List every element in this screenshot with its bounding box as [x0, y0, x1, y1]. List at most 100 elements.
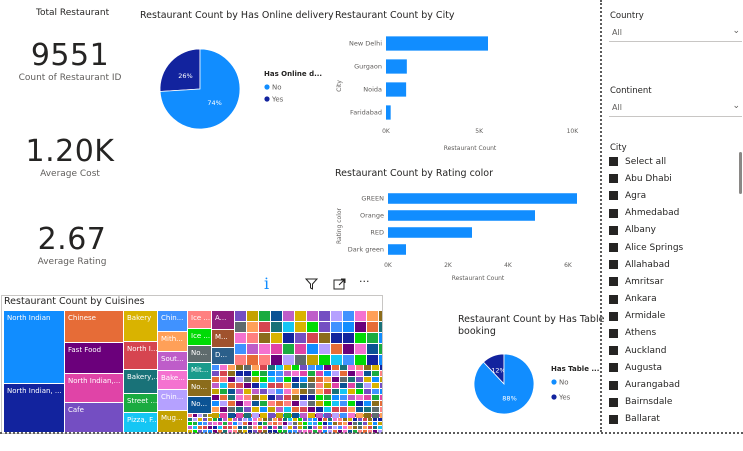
treemap-cell[interactable] — [300, 383, 307, 388]
bar[interactable] — [388, 193, 577, 204]
treemap-cell[interactable] — [198, 422, 202, 425]
treemap-cell[interactable] — [372, 407, 379, 412]
treemap-cell[interactable] — [228, 418, 232, 421]
treemap-cell[interactable] — [235, 322, 246, 332]
treemap-cell[interactable] — [372, 365, 379, 370]
filter-icon[interactable] — [305, 278, 318, 290]
treemap-cell[interactable] — [193, 414, 197, 417]
treemap-cell[interactable] — [379, 344, 382, 354]
treemap-cell[interactable] — [283, 426, 287, 429]
treemap-cell[interactable] — [331, 311, 342, 321]
treemap-cell[interactable] — [355, 355, 366, 365]
treemap-cell[interactable] — [238, 422, 242, 425]
treemap-cell[interactable] — [244, 383, 251, 388]
treemap-cell[interactable] — [348, 418, 352, 421]
treemap-cell[interactable] — [333, 418, 337, 421]
treemap-cell[interactable] — [324, 413, 331, 418]
treemap-cell[interactable] — [193, 418, 197, 421]
treemap-cell[interactable] — [348, 407, 355, 412]
treemap-cell[interactable] — [348, 365, 355, 370]
treemap-cell[interactable] — [379, 311, 382, 321]
bar[interactable] — [388, 244, 406, 255]
treemap-cell[interactable] — [340, 389, 347, 394]
bar[interactable] — [386, 59, 407, 74]
treemap-cell[interactable] — [367, 311, 378, 321]
city-slicer-item[interactable]: Athens — [609, 325, 737, 342]
bar[interactable] — [386, 105, 391, 120]
treemap-cell[interactable] — [343, 426, 347, 429]
treemap-cell[interactable] — [372, 377, 379, 382]
treemap-cell[interactable] — [295, 355, 306, 365]
treemap-cell[interactable] — [260, 389, 267, 394]
treemap-cell[interactable] — [355, 333, 366, 343]
treemap-cell[interactable] — [228, 426, 232, 429]
treemap-cell[interactable] — [235, 333, 246, 343]
treemap-cell[interactable] — [220, 377, 227, 382]
treemap-cell[interactable] — [212, 377, 219, 382]
treemap-cell[interactable] — [319, 322, 330, 332]
treemap-cell[interactable] — [353, 414, 357, 417]
treemap-cell[interactable] — [253, 422, 257, 425]
treemap-cell[interactable] — [380, 401, 382, 406]
treemap-cell[interactable] — [193, 430, 197, 433]
treemap-cell[interactable] — [328, 418, 332, 421]
treemap-cell[interactable] — [228, 395, 235, 400]
treemap-cell[interactable] — [271, 311, 282, 321]
treemap-cell[interactable] — [333, 426, 337, 429]
treemap-cell[interactable] — [378, 430, 382, 433]
treemap-cell[interactable] — [218, 426, 222, 429]
treemap-cell[interactable] — [364, 377, 371, 382]
treemap-cell[interactable] — [278, 418, 282, 421]
treemap-cell[interactable] — [268, 389, 275, 394]
treemap-cell[interactable]: Bake... — [158, 371, 187, 389]
treemap-cell[interactable] — [188, 414, 192, 417]
treemap-cell[interactable]: Chin... — [158, 311, 187, 331]
pie-slice[interactable] — [159, 48, 241, 130]
treemap-cell[interactable] — [288, 422, 292, 425]
treemap-cell[interactable] — [259, 344, 270, 354]
checkbox-icon[interactable] — [609, 157, 618, 167]
treemap-cell[interactable] — [233, 418, 237, 421]
treemap-cell[interactable] — [343, 430, 347, 433]
treemap-cell[interactable] — [212, 389, 219, 394]
city-slicer-item[interactable]: Auckland — [609, 342, 737, 359]
treemap-cell[interactable] — [260, 377, 267, 382]
treemap-cell[interactable] — [276, 383, 283, 388]
treemap-cell[interactable] — [243, 426, 247, 429]
treemap-cell[interactable] — [293, 426, 297, 429]
treemap-cell[interactable] — [252, 377, 259, 382]
treemap-cell[interactable] — [338, 430, 342, 433]
treemap-cell[interactable] — [363, 422, 367, 425]
treemap-cell[interactable] — [300, 407, 307, 412]
treemap-cell[interactable] — [373, 422, 377, 425]
treemap-cell[interactable] — [283, 422, 287, 425]
treemap-cell[interactable] — [278, 426, 282, 429]
treemap-cell[interactable] — [295, 311, 306, 321]
treemap-cell[interactable] — [258, 422, 262, 425]
treemap-cell[interactable] — [324, 401, 331, 406]
treemap-cell[interactable] — [293, 422, 297, 425]
treemap-cell[interactable] — [316, 383, 323, 388]
treemap-cell[interactable] — [233, 414, 237, 417]
treemap-cell[interactable] — [273, 426, 277, 429]
treemap-cell[interactable] — [316, 389, 323, 394]
pie-slice[interactable] — [159, 48, 201, 92]
treemap-cell[interactable] — [319, 333, 330, 343]
treemap-cell[interactable] — [343, 333, 354, 343]
treemap-cell[interactable] — [276, 377, 283, 382]
treemap-cell[interactable] — [332, 413, 339, 418]
treemap-cell[interactable] — [236, 395, 243, 400]
treemap-cell[interactable] — [252, 389, 259, 394]
treemap-cell[interactable] — [273, 430, 277, 433]
treemap-cell[interactable] — [244, 407, 251, 412]
treemap-small-cells[interactable] — [235, 311, 382, 365]
treemap-cell[interactable] — [236, 389, 243, 394]
treemap-cell[interactable] — [260, 383, 267, 388]
treemap-cell[interactable] — [244, 365, 251, 370]
checkbox-icon[interactable] — [609, 397, 618, 407]
treemap-cell[interactable]: No... — [188, 346, 211, 362]
treemap-cell[interactable] — [276, 401, 283, 406]
treemap-cell[interactable] — [300, 395, 307, 400]
treemap-cell[interactable] — [353, 430, 357, 433]
treemap-cell[interactable] — [268, 413, 275, 418]
